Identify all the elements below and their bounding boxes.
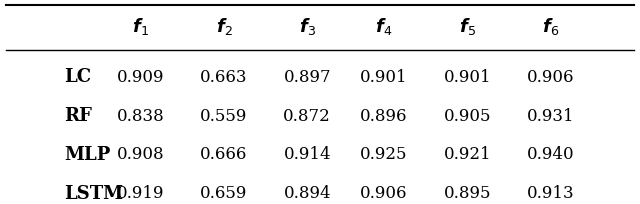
Text: 0.901: 0.901 [360, 69, 408, 85]
Text: $\boldsymbol{f}_6$: $\boldsymbol{f}_6$ [542, 16, 559, 37]
Text: 0.901: 0.901 [444, 69, 491, 85]
Text: 0.906: 0.906 [360, 184, 408, 201]
Text: 0.559: 0.559 [200, 107, 248, 124]
Text: LC: LC [64, 68, 91, 86]
Text: 0.940: 0.940 [527, 146, 574, 163]
Text: 0.925: 0.925 [360, 146, 408, 163]
Text: $\boldsymbol{f}_2$: $\boldsymbol{f}_2$ [216, 16, 232, 37]
Text: 0.913: 0.913 [527, 184, 574, 201]
Text: 0.914: 0.914 [284, 146, 331, 163]
Text: 0.897: 0.897 [284, 69, 331, 85]
Text: 0.919: 0.919 [117, 184, 164, 201]
Text: 0.894: 0.894 [284, 184, 331, 201]
Text: 0.906: 0.906 [527, 69, 574, 85]
Text: 0.838: 0.838 [117, 107, 164, 124]
Text: RF: RF [64, 107, 92, 125]
Text: 0.909: 0.909 [117, 69, 164, 85]
Text: 0.905: 0.905 [444, 107, 491, 124]
Text: 0.931: 0.931 [527, 107, 574, 124]
Text: 0.872: 0.872 [284, 107, 331, 124]
Text: $\boldsymbol{f}_3$: $\boldsymbol{f}_3$ [299, 16, 316, 37]
Text: LSTM: LSTM [64, 184, 123, 202]
Text: 0.666: 0.666 [200, 146, 248, 163]
Text: 0.659: 0.659 [200, 184, 248, 201]
Text: $\boldsymbol{f}_1$: $\boldsymbol{f}_1$ [132, 16, 149, 37]
Text: MLP: MLP [64, 145, 110, 163]
Text: $\boldsymbol{f}_4$: $\boldsymbol{f}_4$ [376, 16, 392, 37]
Text: $\boldsymbol{f}_5$: $\boldsymbol{f}_5$ [459, 16, 476, 37]
Text: 0.895: 0.895 [444, 184, 491, 201]
Text: 0.663: 0.663 [200, 69, 248, 85]
Text: 0.896: 0.896 [360, 107, 408, 124]
Text: 0.908: 0.908 [117, 146, 164, 163]
Text: 0.921: 0.921 [444, 146, 491, 163]
